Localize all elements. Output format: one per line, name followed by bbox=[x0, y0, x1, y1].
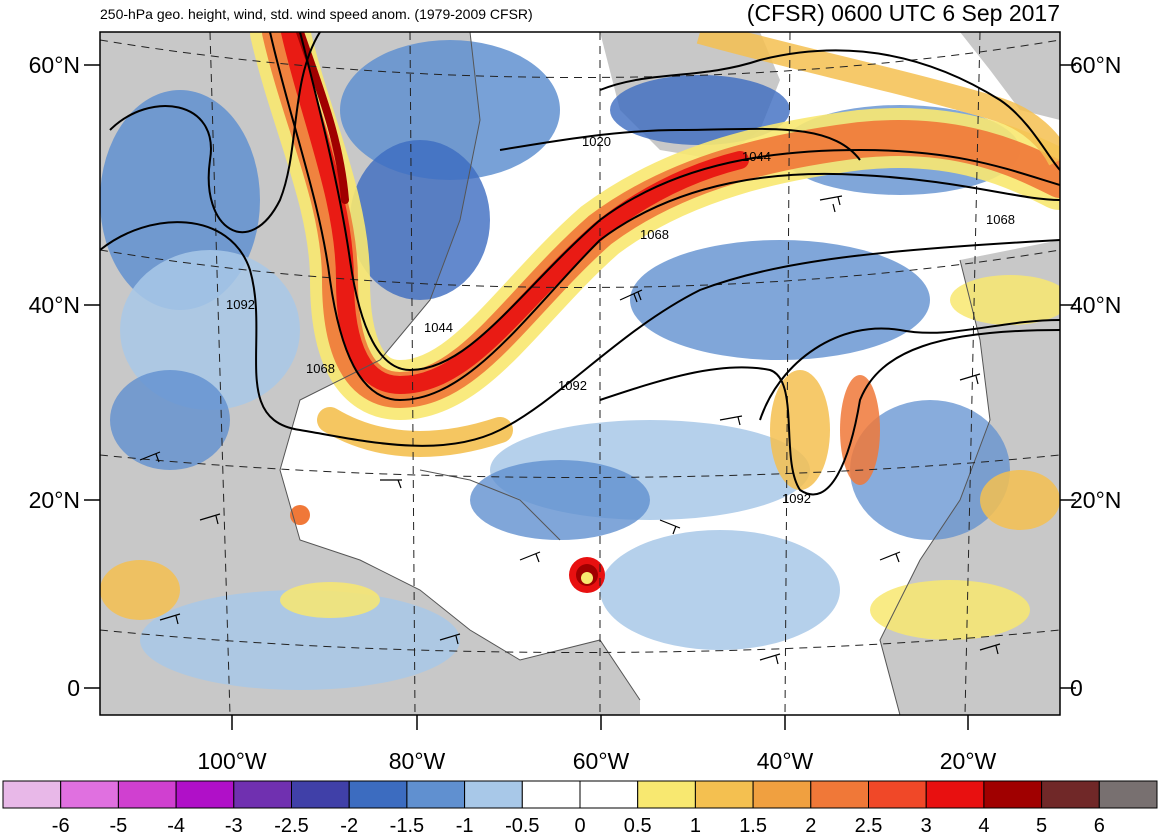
colorbar-tick-label: -2.5 bbox=[274, 815, 309, 837]
colorbar-box bbox=[521, 780, 581, 809]
lat-label-right: 20°N bbox=[1070, 487, 1122, 513]
anomaly-shading bbox=[100, 32, 1060, 690]
colorbar-tick-label: 1 bbox=[689, 815, 701, 837]
colorbar-tick-label: 2 bbox=[805, 815, 817, 837]
colorbar-box bbox=[406, 780, 466, 809]
colorbar-box bbox=[810, 780, 869, 809]
contour-label: 1044 bbox=[742, 149, 771, 164]
colorbar-box bbox=[925, 780, 985, 809]
colorbar-tick-label: -3 bbox=[224, 815, 243, 837]
contour-label: 1092 bbox=[226, 297, 255, 312]
lon-label: 100°W bbox=[197, 748, 267, 774]
colorbar-tick-label: -4 bbox=[167, 815, 185, 837]
colorbar-box bbox=[1098, 780, 1158, 809]
colorbar-tick-label: 0 bbox=[574, 815, 586, 837]
contour-label: 1068 bbox=[986, 212, 1015, 227]
colorbar-box bbox=[694, 780, 754, 809]
colorbar-tick-label: -1 bbox=[455, 815, 474, 837]
graticule bbox=[100, 32, 1060, 715]
colorbar-tick-label: -6 bbox=[51, 815, 70, 837]
colorbar-box bbox=[175, 780, 235, 809]
colorbar-tick-label: 3 bbox=[920, 815, 932, 837]
contour-label: 1092 bbox=[782, 491, 811, 506]
colorbar-box bbox=[464, 780, 523, 809]
lon-label: 80°W bbox=[388, 748, 446, 774]
colorbar-tick-label: 1.5 bbox=[739, 815, 767, 837]
colorbar-box bbox=[60, 780, 119, 809]
map-title: 250-hPa geo. height, wind, std. wind spe… bbox=[100, 6, 533, 22]
colorbar-box bbox=[117, 780, 177, 809]
colorbar-box bbox=[348, 780, 408, 809]
colorbar-box bbox=[233, 780, 293, 809]
colorbar-box bbox=[983, 780, 1043, 809]
contour-label: 1044 bbox=[424, 320, 453, 335]
lon-label: 20°W bbox=[939, 748, 997, 774]
colorbar-tick-label: -5 bbox=[109, 815, 128, 837]
colorbar-tick-label: -1.5 bbox=[389, 815, 425, 837]
colorbar-box bbox=[868, 780, 927, 809]
colorbar-box bbox=[579, 780, 639, 809]
colorbar-box bbox=[752, 780, 812, 809]
contour-label-layer: 1020 1044 1068 1092 1044 1068 1092 1068 … bbox=[226, 134, 1015, 506]
colorbar-tick-label: -0.5 bbox=[505, 815, 540, 837]
lat-label-right: 40°N bbox=[1070, 292, 1122, 318]
colorbar-box bbox=[637, 780, 696, 809]
lat-label-right: 0 bbox=[1070, 675, 1083, 701]
height-contours bbox=[100, 32, 1060, 496]
coastlines bbox=[279, 32, 991, 715]
map-valid-time: (CFSR) 0600 UTC 6 Sep 2017 bbox=[746, 0, 1060, 26]
colorbar-box bbox=[1041, 780, 1100, 809]
lat-label-left: 0 bbox=[67, 675, 80, 701]
colorbar-tick-label: 2.5 bbox=[854, 815, 883, 837]
colorbar-tick-label: 5 bbox=[1036, 815, 1048, 837]
lon-label: 40°W bbox=[756, 748, 814, 774]
colorbar-tick-label: -2 bbox=[340, 815, 359, 837]
colorbar bbox=[2, 780, 1158, 809]
lat-label-left: 20°N bbox=[28, 487, 80, 513]
map-frame bbox=[99, 31, 1061, 716]
contour-label: 1092 bbox=[558, 378, 587, 393]
lon-label: 60°W bbox=[572, 748, 630, 774]
colorbar-box bbox=[291, 780, 350, 809]
axis-ticks bbox=[84, 64, 1076, 730]
colorbar-tick-label: 4 bbox=[978, 815, 990, 837]
colorbar-tick-label: 6 bbox=[1093, 815, 1105, 837]
lat-label-right: 60°N bbox=[1070, 52, 1122, 78]
contour-label: 1068 bbox=[306, 361, 335, 376]
colorbar-box bbox=[2, 780, 62, 809]
lat-label-left: 40°N bbox=[28, 292, 80, 318]
lat-label-left: 60°N bbox=[28, 52, 80, 78]
colorbar-tick-label: 0.5 bbox=[623, 815, 652, 837]
wind-barbs bbox=[139, 195, 1001, 665]
contour-label: 1020 bbox=[582, 134, 611, 149]
contour-label: 1068 bbox=[640, 227, 669, 242]
